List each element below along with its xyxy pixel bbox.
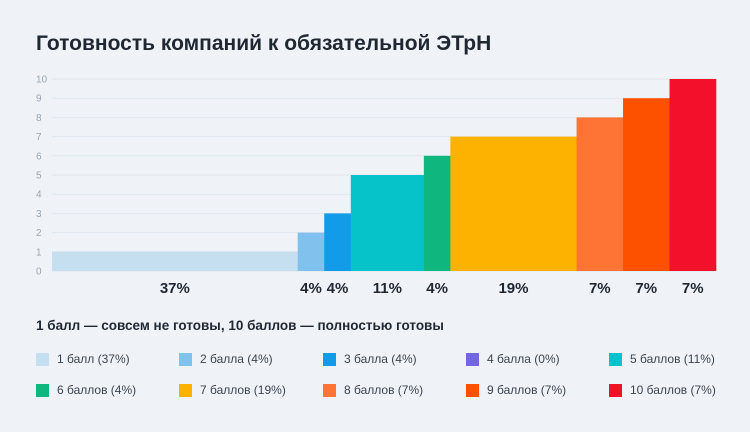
share-label-score-9: 7% [635, 280, 658, 297]
legend-label: 9 баллов (7%) [487, 383, 567, 397]
y-tick-label: 6 [36, 151, 42, 162]
bar-score-6 [423, 155, 451, 271]
legend-item: 9 баллов (7%) [466, 383, 566, 397]
legend-item: 3 балла (4%) [323, 352, 417, 366]
y-tick-label: 0 [36, 267, 42, 278]
legend-label: 10 баллов (7%) [630, 383, 716, 397]
share-labels: 37% 4% 4% 11% 4% 19% 7% 7% 7% [0, 280, 750, 304]
bar-score-9 [623, 98, 670, 271]
legend-swatch [323, 383, 336, 397]
y-tick-label: 9 [36, 94, 42, 105]
legend-item: 5 баллов (11%) [609, 352, 715, 366]
legend-item: 2 балла (4%) [179, 352, 273, 366]
legend-label: 8 баллов (7%) [344, 383, 424, 397]
legend-swatch [179, 383, 192, 397]
share-label-score-10: 7% [681, 280, 704, 297]
scale-note: 1 балл — совсем не готовы, 10 баллов — п… [36, 318, 444, 333]
y-tick-label: 3 [36, 209, 42, 220]
bar-score-10 [669, 79, 717, 271]
y-tick-label: 5 [36, 171, 42, 182]
legend-swatch [609, 383, 622, 397]
y-tick-label: 4 [36, 190, 42, 201]
y-tick-label: 7 [36, 132, 42, 143]
y-tick-label: 1 [36, 247, 42, 258]
legend-swatch [323, 352, 336, 366]
legend-label: 3 балла (4%) [344, 352, 417, 366]
legend-label: 1 балл (37%) [57, 352, 130, 366]
legend-label: 6 баллов (4%) [57, 383, 137, 397]
bar-score-8 [576, 117, 624, 272]
share-label-score-5: 11% [372, 280, 402, 297]
legend-label: 7 баллов (19%) [200, 383, 286, 397]
legend-item: 7 баллов (19%) [179, 383, 286, 397]
chart-title: Готовность компаний к обязательной ЭТрН [36, 32, 492, 55]
legend-swatch [36, 352, 49, 366]
y-tick-label: 10 [36, 75, 48, 86]
bar-score-2 [297, 232, 325, 271]
bar-score-5 [350, 175, 425, 271]
bar-score-7 [450, 136, 577, 271]
legend-item: 8 баллов (7%) [323, 383, 423, 397]
share-label-score-8: 7% [588, 280, 611, 297]
share-label-score-6: 4% [426, 280, 448, 297]
bar-score-1 [52, 251, 298, 271]
legend-swatch [36, 383, 49, 397]
legend-swatch [609, 352, 622, 366]
y-tick-label: 2 [36, 228, 42, 239]
share-label-score-1: 37% [159, 280, 190, 297]
share-label-score-3: 4% [326, 280, 349, 297]
legend-label: 5 баллов (11%) [630, 352, 715, 366]
legend-label: 2 балла (4%) [200, 352, 273, 366]
legend-item: 10 баллов (7%) [609, 383, 716, 397]
legend-item: 1 балл (37%) [36, 352, 130, 366]
legend-swatch [466, 352, 479, 366]
y-tick-label: 8 [36, 113, 42, 124]
chart-legend: 1 балл (37%) 2 балла (4%) 3 балла (4%) 4 ба… [36, 352, 736, 412]
legend-item: 4 балла (0%) [466, 352, 560, 366]
share-label-score-7: 19% [498, 280, 529, 297]
legend-label: 4 балла (0%) [487, 352, 560, 366]
share-label-score-2: 4% [300, 280, 322, 297]
legend-item: 6 баллов (4%) [36, 383, 136, 397]
bar-score-3 [324, 213, 352, 271]
legend-swatch [466, 383, 479, 397]
legend-swatch [179, 352, 192, 366]
